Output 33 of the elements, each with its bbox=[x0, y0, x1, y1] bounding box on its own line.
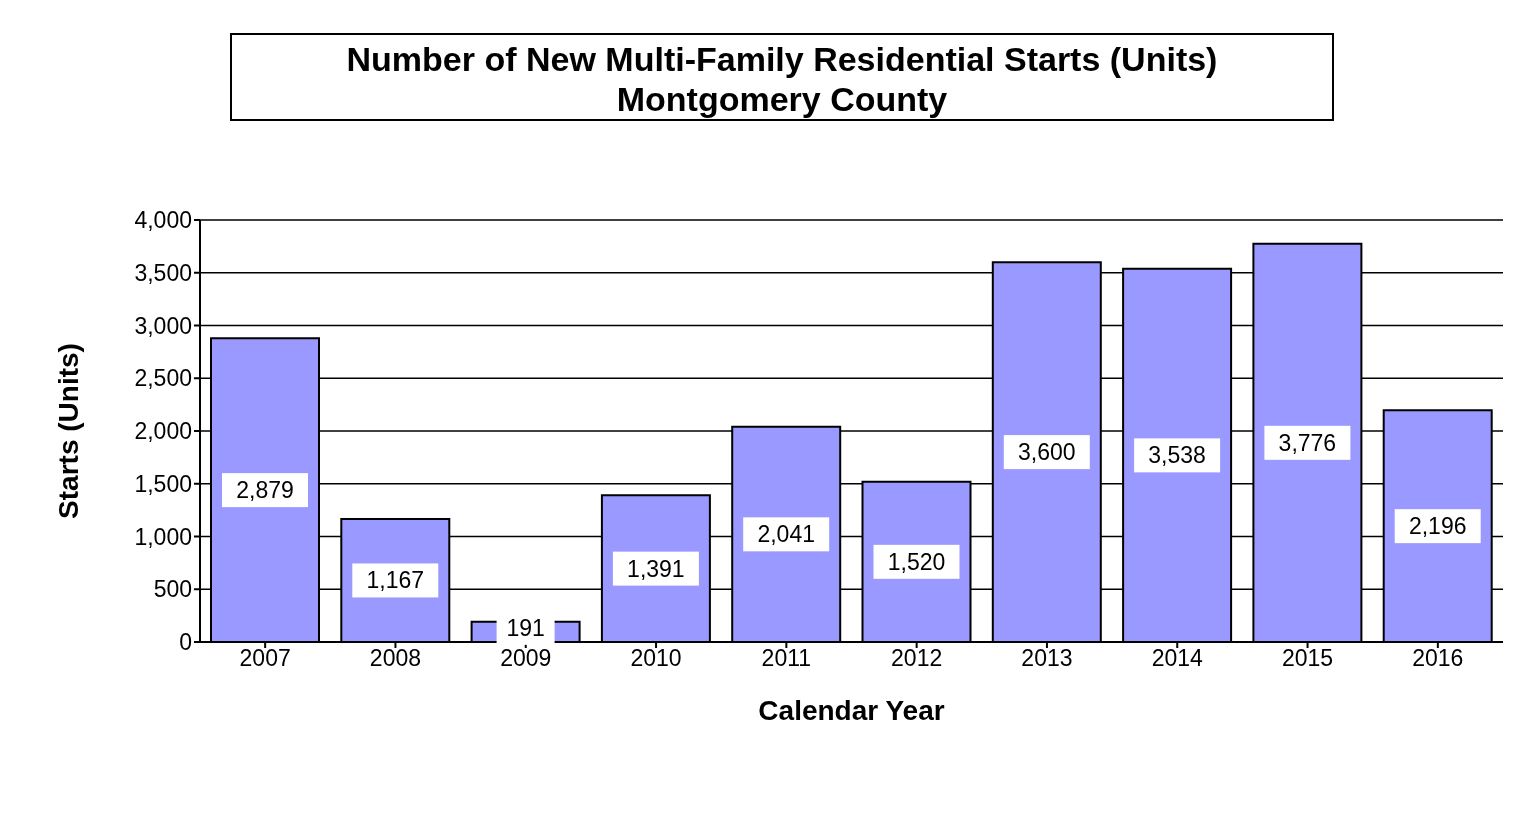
x-tick-label: 2013 bbox=[1021, 645, 1073, 672]
y-tick-label: 2,500 bbox=[134, 365, 192, 392]
data-label: 191 bbox=[506, 614, 545, 641]
y-tick-label: 0 bbox=[179, 629, 192, 656]
data-label: 1,167 bbox=[366, 567, 425, 594]
y-tick-label: 1,500 bbox=[134, 470, 192, 497]
y-tick-label: 500 bbox=[153, 576, 192, 603]
data-label: 2,196 bbox=[1408, 513, 1467, 540]
data-label: 3,538 bbox=[1148, 442, 1206, 469]
y-tick-label: 3,000 bbox=[134, 312, 192, 339]
x-tick-label: 2016 bbox=[1412, 645, 1464, 672]
x-tick-label: 2012 bbox=[891, 645, 943, 672]
data-label: 3,600 bbox=[1018, 439, 1076, 466]
y-tick-label: 4,000 bbox=[134, 207, 192, 234]
x-tick-label: 2008 bbox=[369, 645, 422, 672]
data-label: 1,391 bbox=[627, 555, 685, 582]
data-label: 2,041 bbox=[757, 521, 815, 548]
x-tick-label: 2015 bbox=[1281, 645, 1334, 672]
x-tick-label: 2009 bbox=[500, 645, 552, 672]
x-tick-label: 2011 bbox=[761, 645, 812, 672]
x-axis-title: Calendar Year bbox=[758, 695, 945, 726]
data-label: 1,520 bbox=[887, 548, 946, 575]
chart-title: Number of New Multi-Family Residential Starts (Units) bbox=[345, 39, 1219, 79]
y-tick-label: 2,000 bbox=[134, 418, 192, 445]
chart-subtitle: Montgomery County bbox=[615, 79, 949, 119]
data-label: 2,879 bbox=[236, 477, 294, 504]
y-tick-label: 1,000 bbox=[134, 523, 192, 550]
x-tick-label: 2007 bbox=[239, 645, 291, 672]
x-tick-label: 2014 bbox=[1151, 645, 1204, 672]
x-tick-label: 2010 bbox=[630, 645, 682, 672]
data-label: 3,776 bbox=[1278, 429, 1337, 456]
y-tick-label: 3,500 bbox=[134, 259, 192, 286]
y-axis-title: Starts (Units) bbox=[52, 343, 84, 519]
